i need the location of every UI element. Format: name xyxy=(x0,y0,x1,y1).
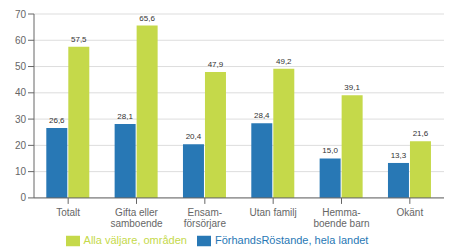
svg-text:Utan familj: Utan familj xyxy=(250,207,297,218)
svg-text:50: 50 xyxy=(15,61,27,72)
svg-text:40: 40 xyxy=(15,87,27,98)
svg-text:13,3: 13,3 xyxy=(391,151,407,160)
svg-text:15,0: 15,0 xyxy=(322,146,338,155)
html-text:FörhandsRöstande, hela landet: FörhandsRöstande, hela landet xyxy=(214,233,369,246)
svg-text:65,6: 65,6 xyxy=(139,14,155,23)
svg-text:0: 0 xyxy=(20,192,26,203)
svg-text:57,5: 57,5 xyxy=(71,35,87,44)
svg-text:20,4: 20,4 xyxy=(186,132,202,141)
svg-text:Ensam-försörjare: Ensam-försörjare xyxy=(184,207,227,229)
svg-text:21,6: 21,6 xyxy=(413,129,429,138)
svg-text:47,9: 47,9 xyxy=(208,60,224,69)
svg-text:Totalt: Totalt xyxy=(56,207,80,218)
svg-text:49,2: 49,2 xyxy=(276,57,292,66)
svg-text:70: 70 xyxy=(15,9,27,20)
svg-text:26,6: 26,6 xyxy=(49,116,65,125)
svg-text:28,4: 28,4 xyxy=(254,111,270,120)
svg-text:28,1: 28,1 xyxy=(117,112,133,121)
svg-text:Gifta ellersamboende: Gifta ellersamboende xyxy=(110,207,163,229)
svg-text:60: 60 xyxy=(15,35,27,46)
svg-text:Okänt: Okänt xyxy=(396,207,423,218)
svg-text:10: 10 xyxy=(15,166,27,177)
svg-text:20: 20 xyxy=(15,140,27,151)
svg-text:Hemma-boende barn: Hemma-boende barn xyxy=(313,207,369,229)
html-text:Alla väljare, områden: Alla väljare, områden xyxy=(83,233,187,246)
svg-text:30: 30 xyxy=(15,114,27,125)
svg-text:39,1: 39,1 xyxy=(344,83,360,92)
